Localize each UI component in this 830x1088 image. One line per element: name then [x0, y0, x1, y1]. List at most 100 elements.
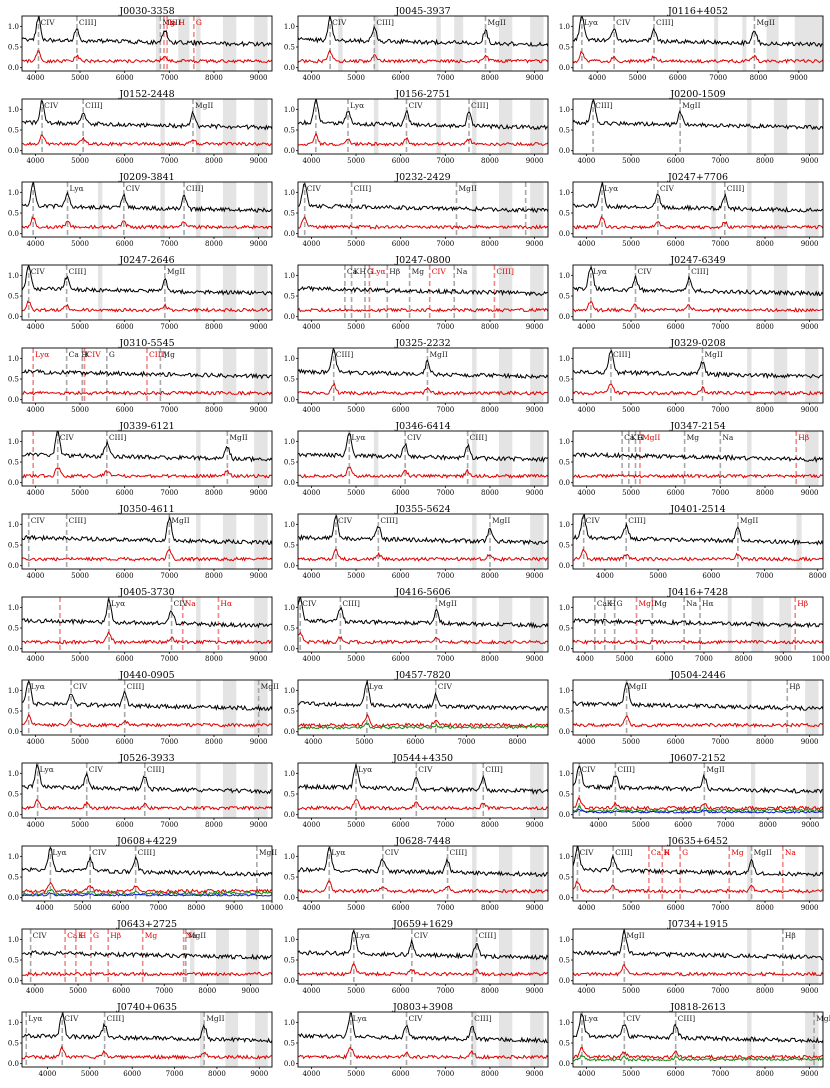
y-tick-label: 0.5 — [284, 210, 295, 218]
spectrum-red-series — [22, 134, 272, 147]
x-tick-label: 4000 — [577, 738, 595, 746]
x-tick-label: 7000 — [436, 489, 454, 497]
line-label: MgII — [458, 184, 476, 193]
x-tick-label: 6000 — [116, 240, 134, 248]
x-tick-label: 9000 — [242, 987, 260, 995]
x-tick-label: 4000 — [302, 489, 320, 497]
y-tick-label: 0.5 — [8, 542, 19, 550]
y-tick-label: 0.5 — [8, 791, 19, 799]
line-label: K — [78, 931, 84, 940]
x-tick-label: 6000 — [667, 738, 685, 746]
y-tick-label: 1.0 — [8, 272, 19, 280]
line-label: CIV — [407, 433, 422, 442]
y-tick-label: 1.0 — [284, 936, 295, 944]
panel-title: J0247-6349 — [669, 255, 725, 266]
line-label: Hβ — [389, 267, 400, 276]
telluric-band — [530, 929, 544, 984]
line-label: CIV — [660, 184, 675, 193]
line-label: Na — [456, 267, 468, 276]
x-tick-label: 6000 — [392, 240, 410, 248]
x-tick-label: 8000 — [205, 240, 223, 248]
y-tick-label: 0.5 — [284, 459, 295, 467]
spectrum-red-series — [573, 548, 823, 562]
y-tick-label: 0.0 — [8, 396, 19, 404]
x-tick-label: 7000 — [711, 904, 729, 912]
plot-frame — [297, 15, 549, 72]
line-label: CIII] — [85, 101, 103, 110]
spectrum-panel: J0544+4350 Lyα CIV CIII] 0.0 0.5 1.0 4000 5000 60… — [284, 753, 549, 829]
spectrum-panel: J0607-2152 CIV CIII] MgII 0.0 0.5 1.0 4000 5000 6… — [559, 753, 824, 829]
x-tick-label: 7000 — [711, 1070, 729, 1078]
spectrum-panel: J0339-6121 CIV CIII] MgII 0.0 0.5 1.0 4000 5000 6… — [8, 421, 273, 497]
line-label: MgII — [626, 931, 644, 940]
x-tick-label: 9000 — [225, 904, 243, 912]
x-tick-label: 9000 — [250, 157, 268, 165]
x-tick-label: 8000 — [756, 157, 774, 165]
x-tick-label: 8000 — [809, 572, 827, 580]
line-label: CIV — [438, 682, 453, 691]
x-tick-label: 6000 — [116, 572, 134, 580]
y-tick-label: 0.0 — [8, 479, 19, 487]
plot-frame — [572, 928, 824, 985]
x-tick-label: 9000 — [774, 655, 792, 663]
x-tick-label: 4000 — [596, 572, 614, 580]
y-tick-label: 0.0 — [559, 230, 570, 238]
x-tick-label: 4000 — [577, 406, 595, 414]
y-tick-label: 0.0 — [284, 396, 295, 404]
telluric-band — [530, 16, 544, 71]
plot-frame — [21, 1011, 273, 1068]
panel-title: J0628-7448 — [394, 836, 450, 847]
x-tick-label: 6000 — [667, 157, 685, 165]
line-label: Mg — [731, 848, 744, 857]
spectrum-red-series — [298, 466, 548, 479]
x-tick-label: 6000 — [392, 157, 410, 165]
x-tick-label: 6000 — [702, 572, 720, 580]
line-label: CIV — [338, 516, 353, 525]
line-label: Na — [722, 433, 734, 442]
x-tick-label: 9000 — [250, 1070, 268, 1078]
x-tick-label: 8000 — [756, 240, 774, 248]
y-tick-label: 1.0 — [284, 438, 295, 446]
x-tick-label: 4000 — [26, 240, 44, 248]
spectrum-panel: J0247-6349 Lyα CIV CIII] 0.0 0.5 1.0 4000 5000 60… — [559, 255, 824, 331]
line-label: CIV — [408, 1014, 423, 1023]
x-tick-label: 8000 — [508, 738, 526, 746]
line-label: CIII] — [678, 1014, 696, 1023]
x-tick-label: 5000 — [622, 489, 640, 497]
telluric-band — [779, 597, 792, 652]
y-tick-label: 1.0 — [559, 853, 570, 861]
line-label: K — [631, 433, 637, 442]
line-label: Lyα — [40, 765, 54, 774]
x-tick-label: 6000 — [112, 904, 130, 912]
line-label: CIII] — [342, 599, 360, 608]
x-tick-label: 9000 — [250, 240, 268, 248]
spectrum-red-series — [22, 300, 272, 314]
line-label: CIII] — [479, 931, 497, 940]
line-label: MgII — [629, 682, 647, 691]
x-tick-label: 4000 — [590, 821, 608, 829]
line-label: MgII — [229, 433, 247, 442]
y-tick-label: 0.0 — [8, 894, 19, 902]
y-tick-label: 0.0 — [559, 479, 570, 487]
plot-frame — [297, 264, 549, 321]
telluric-band — [530, 597, 544, 652]
telluric-band — [196, 514, 201, 569]
panel-title: J0635+6452 — [667, 836, 728, 847]
panel-title: J0350-4611 — [118, 504, 174, 515]
x-tick-label: 7000 — [160, 406, 178, 414]
telluric-band — [472, 431, 477, 486]
y-tick-label: 1.0 — [559, 521, 570, 529]
spectrum-panel: J0329-0208 CIII] MgII 0.0 0.5 1.0 4000 5000 6000… — [559, 338, 824, 414]
x-tick-label: 4000 — [302, 572, 320, 580]
y-tick-label: 0.0 — [559, 728, 570, 736]
x-tick-label: 7000 — [160, 157, 178, 165]
y-tick-label: 0.5 — [559, 625, 570, 633]
x-tick-label: 9000 — [526, 323, 544, 331]
x-tick-label: 6000 — [667, 1070, 685, 1078]
spectrum-red-series — [298, 548, 548, 562]
line-label: CIV — [174, 599, 189, 608]
y-tick-label: 0.0 — [284, 811, 295, 819]
plot-frame — [572, 15, 824, 72]
y-tick-label: 0.5 — [559, 791, 570, 799]
